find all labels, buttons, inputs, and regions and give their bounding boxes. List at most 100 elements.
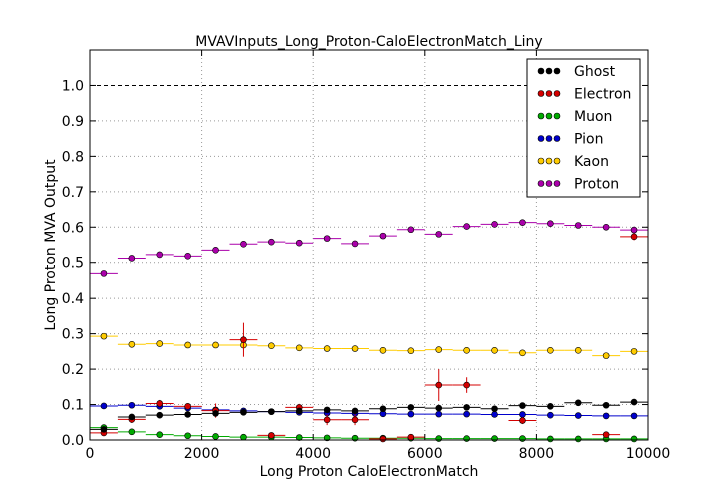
y-tick-label: 1.0 xyxy=(62,78,84,94)
electron-point xyxy=(407,433,415,441)
proton-point xyxy=(100,270,108,277)
kaon-point xyxy=(295,344,303,352)
ghost-point xyxy=(519,402,526,409)
muon-point xyxy=(491,435,498,442)
ghost-point xyxy=(435,404,443,412)
series-electron xyxy=(90,233,648,443)
x-tick-label: 10000 xyxy=(626,446,671,462)
proton-point xyxy=(128,255,136,262)
legend-label-electron: Electron xyxy=(574,87,631,103)
kaon-point xyxy=(574,346,582,354)
muon-point xyxy=(547,435,554,443)
ghost-point xyxy=(630,398,638,406)
ghost-point xyxy=(323,406,331,414)
kaon-point xyxy=(212,341,219,349)
proton-point xyxy=(630,226,638,234)
proton-point xyxy=(463,223,470,230)
proton-point xyxy=(379,232,387,240)
pion-point xyxy=(547,411,554,419)
proton-point xyxy=(295,239,303,247)
pion-point xyxy=(491,411,498,418)
y-tick-label: 0.9 xyxy=(62,114,84,130)
kaon-point xyxy=(323,345,331,352)
x-tick-label: 8000 xyxy=(519,446,555,462)
x-tick-label: 4000 xyxy=(295,446,331,462)
y-axis-label: Long Proton MVA Output xyxy=(43,159,59,331)
legend-marker-muon xyxy=(553,112,561,120)
legend: Ghost Electron Muon Pion Kaon Proton xyxy=(526,58,641,198)
y-tick-label: 0.4 xyxy=(62,291,84,307)
ghost-point xyxy=(128,413,136,421)
muon-point xyxy=(212,433,219,440)
pion-point xyxy=(100,402,108,410)
data-layer xyxy=(90,219,648,443)
y-tick-label: 0.3 xyxy=(62,327,84,343)
legend-marker-ghost xyxy=(545,67,553,75)
electron-point xyxy=(240,336,247,343)
y-tick-label: 0.1 xyxy=(62,398,84,414)
y-tick-label: 0.5 xyxy=(62,256,84,272)
kaon-point xyxy=(100,332,108,340)
electron-point xyxy=(602,431,610,438)
legend-label-pion: Pion xyxy=(574,132,603,148)
electron-point xyxy=(156,400,164,407)
electron-point xyxy=(351,416,359,424)
kaon-point xyxy=(351,345,359,352)
pion-point xyxy=(630,412,638,420)
ghost-point xyxy=(602,401,610,409)
ghost-point xyxy=(295,407,303,415)
kaon-point xyxy=(491,346,498,354)
muon-point xyxy=(128,428,136,436)
pion-point xyxy=(463,410,470,418)
ghost-point xyxy=(379,405,387,413)
electron-point xyxy=(184,403,191,410)
proton-point xyxy=(156,251,164,259)
ghost-point xyxy=(463,404,470,411)
kaon-point xyxy=(379,346,387,354)
kaon-point xyxy=(547,346,554,354)
legend-marker-kaon xyxy=(545,157,553,165)
proton-point xyxy=(323,235,331,242)
ghost-point xyxy=(240,409,247,416)
ghost-point xyxy=(156,411,164,419)
pion-point xyxy=(435,410,443,418)
muon-point xyxy=(630,435,638,443)
pion-point xyxy=(128,401,136,409)
kaon-point xyxy=(435,346,443,353)
series-kaon xyxy=(90,332,648,359)
series-ghost xyxy=(90,398,648,433)
proton-point xyxy=(184,253,191,260)
muon-point xyxy=(240,433,247,441)
legend-marker-pion xyxy=(553,135,561,142)
legend-frame xyxy=(526,58,641,198)
legend-marker-muon xyxy=(537,112,545,120)
legend-label-proton: Proton xyxy=(574,177,619,193)
legend-label-muon: Muon xyxy=(574,109,612,125)
y-tick-label: 0.2 xyxy=(62,362,84,378)
muon-point xyxy=(184,432,191,440)
x-tick-label: 2000 xyxy=(184,446,220,462)
legend-marker-ghost xyxy=(553,67,561,75)
pion-point xyxy=(574,412,582,419)
pion-point xyxy=(519,411,526,418)
plot-frame xyxy=(89,49,649,441)
kaon-point xyxy=(407,347,415,354)
ghost-point xyxy=(547,403,554,410)
proton-point xyxy=(435,231,443,238)
pion-point xyxy=(407,410,415,418)
x-axis-label: Long Proton CaloElectronMatch xyxy=(260,464,479,480)
proton-point xyxy=(268,238,275,246)
proton-point xyxy=(519,219,526,226)
legend-marker-proton xyxy=(553,180,561,187)
ghost-point xyxy=(268,408,275,415)
legend-marker-kaon xyxy=(537,157,545,165)
ghost-point xyxy=(574,399,582,407)
legend-marker-proton xyxy=(537,180,545,187)
proton-point xyxy=(491,221,498,228)
muon-point xyxy=(519,435,526,442)
ghost-point xyxy=(100,426,108,433)
proton-point xyxy=(547,220,554,228)
legend-marker-proton xyxy=(545,180,553,187)
proton-point xyxy=(351,240,359,248)
